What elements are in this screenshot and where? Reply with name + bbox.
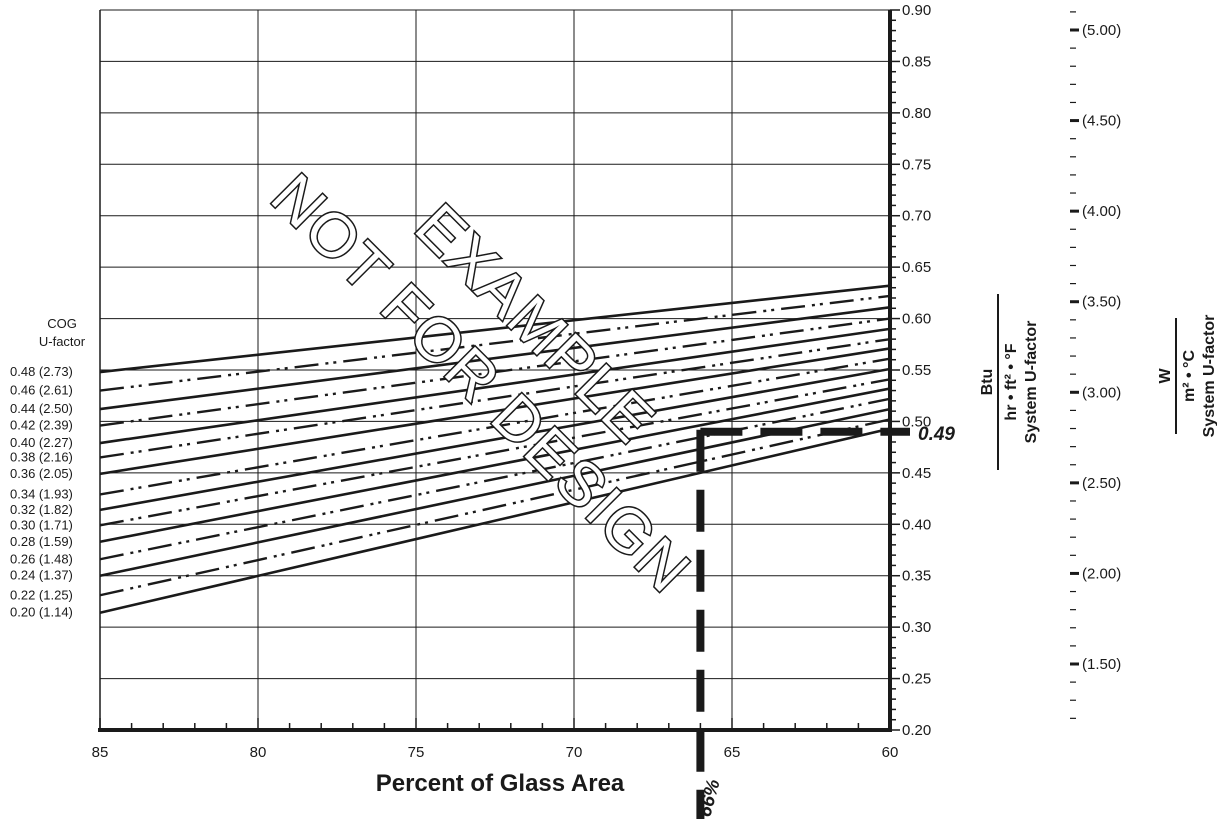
ip-unit-label: Btu hr • ft² • °F System U-factor xyxy=(979,294,1040,470)
si-unit-label: W m² • °C System U-factor xyxy=(1157,315,1217,438)
legend-item-6: 0.36 (2.05) xyxy=(10,466,73,481)
y-tick-label-0.30: 0.30 xyxy=(902,619,931,636)
legend-items: 0.48 (2.73) 0.46 (2.61) 0.44 (2.50) 0.42 (2… xyxy=(10,364,73,620)
legend-item-9: 0.30 (1.71) xyxy=(10,517,73,532)
y-axis-ticks: 0.200.250.300.350.400.450.500.550.600.65… xyxy=(890,2,931,739)
legend-item-3: 0.42 (2.39) xyxy=(10,418,73,433)
x-tick-label-70: 70 xyxy=(566,744,583,761)
legend-item-8: 0.32 (1.82) xyxy=(10,502,73,517)
legend-title-line-2: U-factor xyxy=(39,334,86,349)
si-axis-ticks: (1.50) (2.00) (2.50) (3.00) (3.50) (4.00) (4.5… xyxy=(1070,12,1121,718)
y-tick-label-0.60: 0.60 xyxy=(902,311,931,328)
cog-legend: COG U-factor xyxy=(39,316,86,349)
x-axis-title: Percent of Glass Area xyxy=(376,770,625,797)
y-tick-label-0.35: 0.35 xyxy=(902,568,931,585)
y-tick-label-0.75: 0.75 xyxy=(902,156,931,173)
y-tick-label-0.25: 0.25 xyxy=(902,671,931,688)
si-tick-label-3.5: (3.50) xyxy=(1082,294,1121,311)
series-lines xyxy=(100,286,890,613)
y-tick-label-0.45: 0.45 xyxy=(902,465,931,482)
si-tick-label-1.5: (1.50) xyxy=(1082,656,1121,673)
legend-item-1: 0.46 (2.61) xyxy=(10,383,73,398)
si-tick-label-2.5: (2.50) xyxy=(1082,475,1121,492)
example-y-label: 0.49 xyxy=(918,424,955,445)
legend-title-line-1: COG xyxy=(47,316,77,331)
legend-item-12: 0.24 (1.37) xyxy=(10,568,73,583)
si-unit-numerator: W xyxy=(1157,368,1174,384)
legend-item-7: 0.34 (1.93) xyxy=(10,486,73,501)
y-tick-label-0.80: 0.80 xyxy=(902,105,931,122)
legend-item-4: 0.40 (2.27) xyxy=(10,435,73,450)
si-tick-label-4: (4.00) xyxy=(1082,203,1121,220)
example-x-label: 66% xyxy=(695,777,725,819)
y-tick-label-0.40: 0.40 xyxy=(902,516,931,533)
ip-unit-title: System U-factor xyxy=(1023,321,1040,444)
si-unit-denominator: m² • °C xyxy=(1181,350,1198,402)
y-tick-label-0.20: 0.20 xyxy=(902,722,931,739)
x-axis-ticks: 85 80 75 70 65 60 xyxy=(92,718,899,761)
y-tick-label-0.55: 0.55 xyxy=(902,362,931,379)
si-tick-label-2: (2.00) xyxy=(1082,565,1121,582)
y-tick-label-0.90: 0.90 xyxy=(902,2,931,19)
legend-item-10: 0.28 (1.59) xyxy=(10,534,73,549)
x-tick-label-80: 80 xyxy=(250,744,267,761)
si-tick-label-5: (5.00) xyxy=(1082,22,1121,39)
legend-item-14: 0.20 (1.14) xyxy=(10,605,73,620)
legend-item-2: 0.44 (2.50) xyxy=(10,401,73,416)
legend-item-13: 0.22 (1.25) xyxy=(10,587,73,602)
ip-unit-numerator: Btu xyxy=(979,369,996,396)
legend-item-0: 0.48 (2.73) xyxy=(10,364,73,379)
legend-item-11: 0.26 (1.48) xyxy=(10,551,73,566)
x-tick-label-65: 65 xyxy=(724,744,741,761)
x-tick-label-85: 85 xyxy=(92,744,109,761)
si-unit-title: System U-factor xyxy=(1201,315,1217,438)
si-tick-label-3: (3.00) xyxy=(1082,384,1121,401)
x-tick-label-75: 75 xyxy=(408,744,425,761)
x-tick-label-60: 60 xyxy=(882,744,899,761)
y-tick-label-0.70: 0.70 xyxy=(902,208,931,225)
y-tick-label-0.85: 0.85 xyxy=(902,53,931,70)
si-tick-label-4.5: (4.50) xyxy=(1082,113,1121,130)
ip-unit-denominator: hr • ft² • °F xyxy=(1003,343,1020,420)
legend-item-5: 0.38 (2.16) xyxy=(10,449,73,464)
y-tick-label-0.65: 0.65 xyxy=(902,259,931,276)
